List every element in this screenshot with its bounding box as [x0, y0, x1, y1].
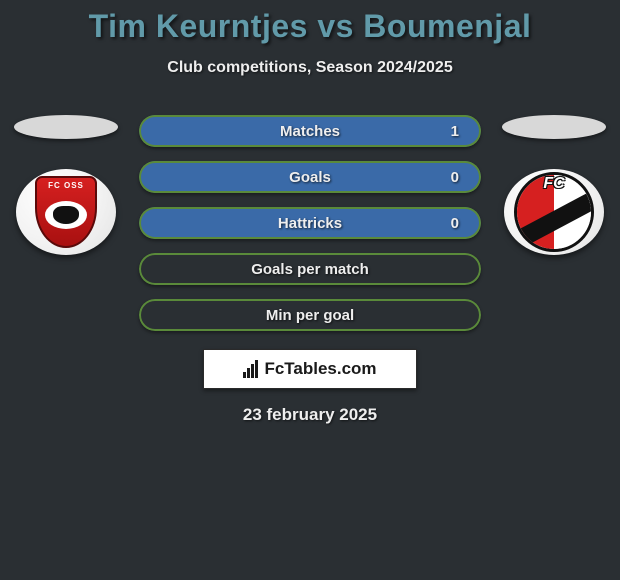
brand-box: FcTables.com [203, 349, 417, 389]
left-player-avatar-placeholder [14, 115, 118, 139]
stat-pill: Goals per match [139, 253, 481, 285]
shield-icon: FC OSS [35, 176, 97, 248]
stat-pill: Min per goal [139, 299, 481, 331]
right-club-short: FC [543, 175, 564, 193]
shield-inner [45, 201, 87, 229]
date-text: 23 february 2025 [243, 405, 377, 425]
bull-icon [53, 206, 79, 224]
subtitle: Club competitions, Season 2024/2025 [0, 59, 620, 77]
brand-text: FcTables.com [264, 359, 376, 379]
left-club-short: FC OSS [48, 181, 84, 190]
stat-pill: Matches 1 [139, 115, 481, 147]
stat-label: Hattricks [278, 215, 342, 232]
left-player-column: FC OSS [11, 115, 121, 255]
right-club-badge: FC [504, 169, 604, 255]
page-title: Tim Keurntjes vs Boumenjal [0, 8, 620, 45]
stat-value-right: 0 [451, 169, 459, 186]
footer: FcTables.com 23 february 2025 [0, 349, 620, 425]
stat-label: Matches [280, 123, 340, 140]
left-club-badge: FC OSS [16, 169, 116, 255]
stat-label: Goals per match [251, 261, 369, 278]
stat-value-right: 0 [451, 215, 459, 232]
stat-label: Goals [289, 169, 331, 186]
stat-pill: Goals 0 [139, 161, 481, 193]
right-player-column: FC [499, 115, 609, 255]
stat-value-right: 1 [451, 123, 459, 140]
comparison-card: Tim Keurntjes vs Boumenjal Club competit… [0, 0, 620, 425]
right-player-avatar-placeholder [502, 115, 606, 139]
stat-pill: Hattricks 0 [139, 207, 481, 239]
stat-label: Min per goal [266, 307, 354, 324]
bar-chart-icon [243, 360, 258, 378]
main-row: FC OSS Matches 1 Goals 0 Hattricks 0 Goals per… [0, 115, 620, 331]
stats-column: Matches 1 Goals 0 Hattricks 0 Goals per match M… [139, 115, 481, 331]
